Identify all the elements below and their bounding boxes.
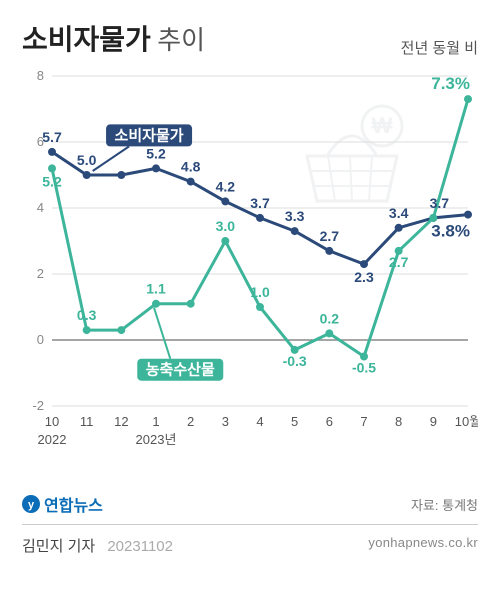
value-label: 3.4 — [389, 205, 409, 221]
value-label: 5.0 — [77, 152, 97, 168]
data-source: 자료: 통계청 — [411, 495, 478, 514]
value-label: 2.7 — [320, 228, 340, 244]
value-label: 3.7 — [250, 195, 270, 211]
value-label: 3.7 — [430, 195, 450, 211]
series-end-label: 3.8% — [431, 222, 470, 241]
svg-text:y: y — [28, 499, 35, 511]
svg-text:3: 3 — [222, 414, 229, 429]
chart-subtitle: 전년 동월 비 — [401, 29, 478, 58]
svg-text:2023년: 2023년 — [136, 432, 177, 447]
svg-text:9: 9 — [430, 414, 437, 429]
value-label: 5.2 — [42, 173, 62, 189]
chart-area: ₩-20246810111212345678910월20222023년3.8%소… — [22, 66, 478, 486]
data-point — [256, 303, 264, 311]
svg-text:4: 4 — [256, 414, 263, 429]
svg-text:2: 2 — [37, 266, 44, 281]
publish-date: 20231102 — [107, 538, 173, 555]
data-point — [221, 197, 229, 205]
value-label: 1.1 — [146, 281, 166, 297]
chart-header: 소비자물가 추이 전년 동월 비 — [22, 18, 478, 58]
data-point — [152, 164, 160, 172]
svg-text:8: 8 — [395, 414, 402, 429]
basket-watermark-icon: ₩ — [307, 106, 402, 201]
value-label: 0.2 — [320, 310, 340, 326]
svg-text:11: 11 — [80, 414, 94, 429]
svg-text:8: 8 — [37, 68, 44, 83]
data-point — [83, 326, 91, 334]
reporter-name: 김민지 기자 — [22, 538, 95, 555]
data-point — [117, 171, 125, 179]
data-point — [152, 300, 160, 308]
series-end-label: 7.3% — [431, 74, 470, 93]
value-label: 2.3 — [354, 269, 374, 285]
data-point — [221, 237, 229, 245]
svg-text:0: 0 — [37, 332, 44, 347]
data-point — [395, 224, 403, 232]
value-label: 2.7 — [389, 254, 409, 270]
data-point — [83, 171, 91, 179]
value-label: 5.7 — [42, 129, 62, 145]
svg-text:7: 7 — [360, 414, 367, 429]
data-point — [256, 214, 264, 222]
data-point — [429, 214, 437, 222]
svg-text:₩: ₩ — [372, 113, 393, 138]
data-point — [291, 227, 299, 235]
data-point — [48, 164, 56, 172]
data-point — [325, 329, 333, 337]
svg-text:2022: 2022 — [38, 432, 67, 447]
agency-name: 연합뉴스 — [44, 492, 103, 516]
svg-text:-2: -2 — [32, 398, 44, 413]
svg-text:4: 4 — [37, 200, 44, 215]
data-point — [117, 326, 125, 334]
data-point — [464, 95, 472, 103]
data-point — [464, 211, 472, 219]
svg-text:10월: 10월 — [455, 414, 478, 429]
value-label: 5.2 — [146, 145, 166, 161]
svg-text:2: 2 — [187, 414, 194, 429]
series-tag-label: 소비자물가 — [115, 127, 184, 144]
line-chart: ₩-20246810111212345678910월20222023년3.8%소… — [22, 66, 478, 486]
data-point — [325, 247, 333, 255]
value-label: 4.8 — [181, 159, 201, 175]
svg-text:10: 10 — [45, 414, 59, 429]
title-sub: 추이 — [157, 25, 205, 55]
series-tag-label: 농축수산물 — [146, 362, 215, 379]
svg-text:6: 6 — [326, 414, 333, 429]
data-point — [187, 178, 195, 186]
chart-title: 소비자물가 추이 — [22, 18, 205, 58]
value-label: 4.2 — [216, 178, 236, 194]
svg-text:12: 12 — [114, 414, 128, 429]
agency-logo-icon: y — [22, 495, 40, 513]
value-label: -0.3 — [283, 353, 307, 369]
value-label: 3.0 — [216, 218, 236, 234]
value-label: 1.0 — [250, 284, 270, 300]
value-label: -0.5 — [352, 360, 376, 376]
source-row: y 연합뉴스 자료: 통계청 — [22, 492, 478, 516]
data-point — [48, 148, 56, 156]
data-point — [360, 260, 368, 268]
value-label: 0.3 — [77, 307, 97, 323]
data-point — [187, 300, 195, 308]
title-main: 소비자물가 — [22, 24, 151, 55]
source-url: yonhapnews.co.kr — [368, 535, 478, 556]
svg-text:5: 5 — [291, 414, 298, 429]
footer: 김민지 기자 20231102 yonhapnews.co.kr — [22, 524, 478, 556]
value-label: 3.3 — [285, 208, 305, 224]
agency-block: y 연합뉴스 — [22, 492, 103, 516]
svg-text:1: 1 — [152, 414, 159, 429]
